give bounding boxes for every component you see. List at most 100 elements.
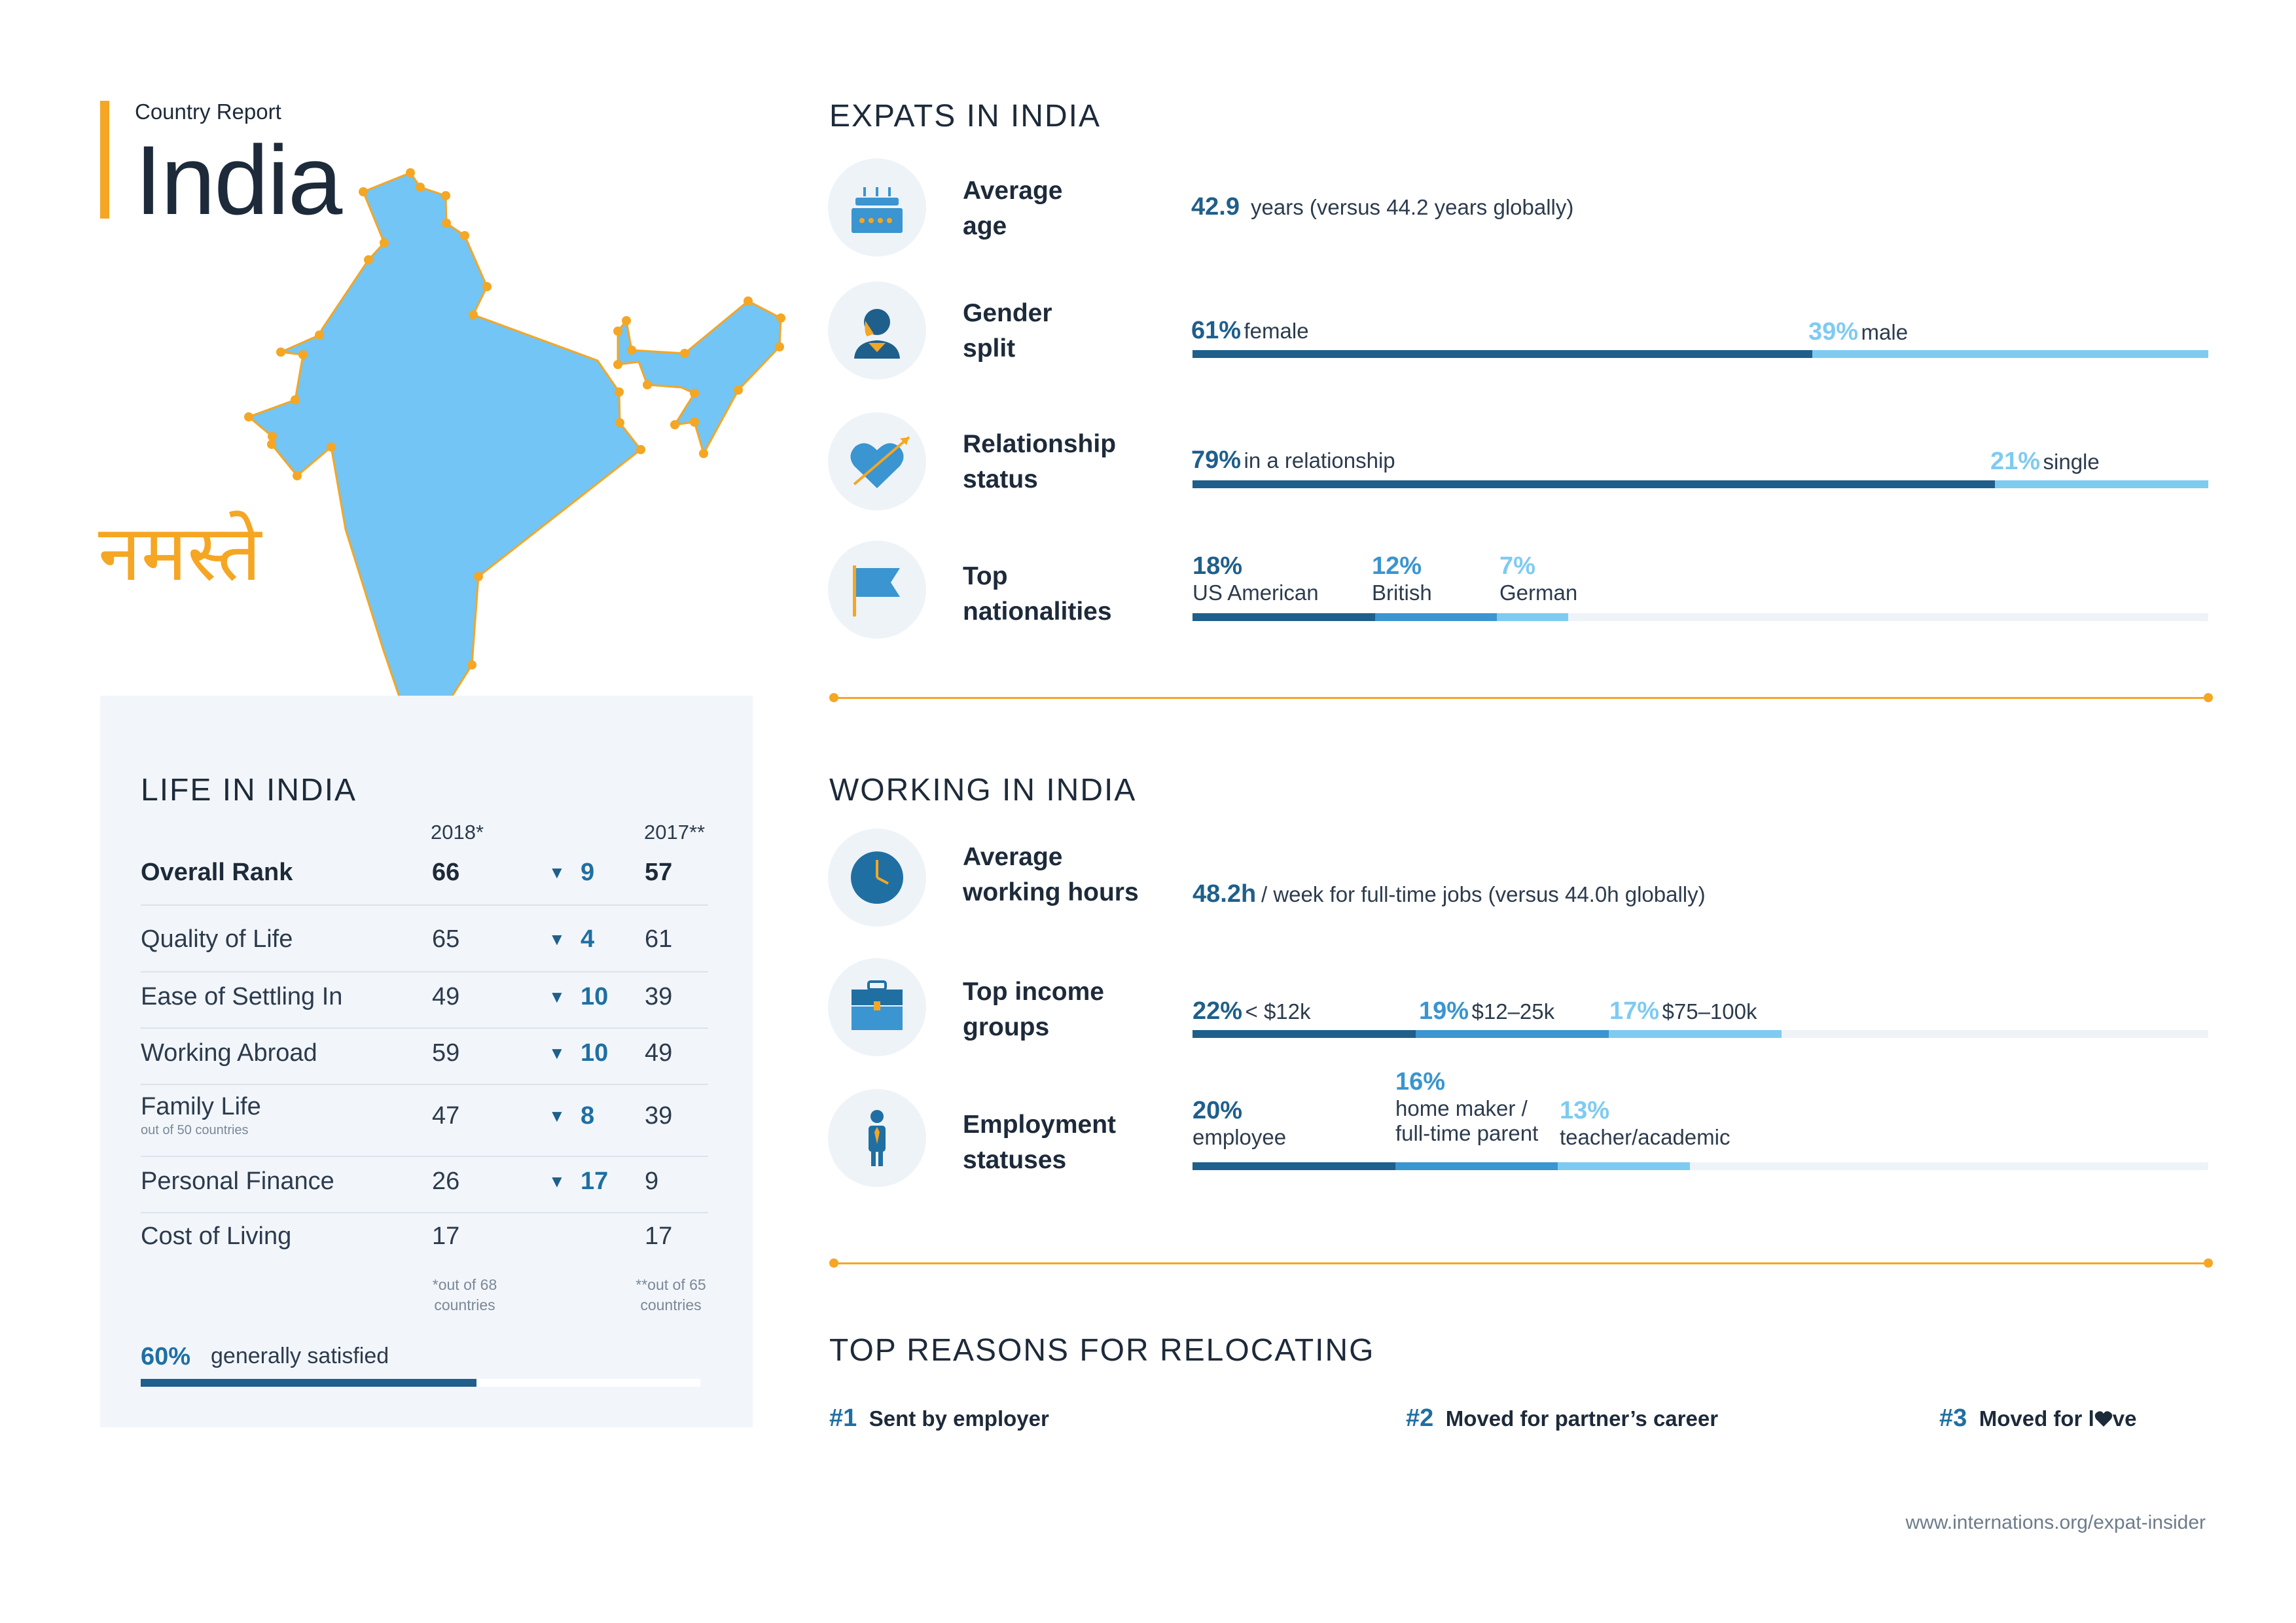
col-2018-header: 2018* bbox=[431, 821, 484, 844]
section-divider bbox=[834, 1262, 2208, 1264]
rank-2017: 9 bbox=[645, 1168, 659, 1195]
gender-male-label: 39% male bbox=[1808, 318, 1908, 346]
relationship-label: Relationship status bbox=[963, 427, 1116, 497]
employment-pct: 13% bbox=[1560, 1097, 1610, 1124]
employment-bar-1 bbox=[1193, 1162, 1395, 1170]
down-triangle-icon: ▼ bbox=[548, 1043, 565, 1063]
employment-label: Employment statuses bbox=[963, 1107, 1116, 1178]
rank-change: 10 bbox=[581, 1039, 609, 1067]
relationship-single-label: 21% single bbox=[1990, 448, 2100, 476]
satisfied-label: generally satisfied bbox=[211, 1344, 389, 1368]
hours-label: Average working hours bbox=[963, 840, 1139, 910]
rank-2018: 66 bbox=[432, 859, 460, 886]
single-text: single bbox=[2043, 450, 2100, 474]
nationalities-bar-german bbox=[1497, 613, 1568, 621]
rank-2018: 59 bbox=[432, 1039, 460, 1067]
income-range: $12–25k bbox=[1471, 999, 1555, 1024]
label-line: working hours bbox=[963, 878, 1139, 906]
income-pct: 17% bbox=[1609, 997, 1660, 1025]
down-triangle-icon: ▼ bbox=[548, 863, 565, 882]
income-pct: 22% bbox=[1193, 997, 1243, 1025]
nationalities-label: Top nationalities bbox=[963, 559, 1112, 630]
life-in-india-panel bbox=[100, 696, 753, 1427]
label-line: Relationship bbox=[963, 430, 1117, 458]
northeast-map-shape bbox=[617, 300, 782, 455]
label-line: Employment bbox=[963, 1111, 1117, 1139]
income-bar-2 bbox=[1416, 1030, 1609, 1038]
employment-status-3: 13% teacher/academic bbox=[1560, 1097, 1730, 1150]
rank-label: Cost of Living bbox=[141, 1222, 292, 1250]
map-border-dots bbox=[244, 168, 785, 726]
rank-2018: 26 bbox=[432, 1168, 460, 1195]
label-line: Gender bbox=[963, 299, 1052, 327]
nationality-pct: 12% bbox=[1372, 552, 1422, 580]
rank-row-cost-of-living: Cost of Living 17 17 bbox=[141, 1213, 708, 1268]
relationship-bar-single bbox=[1995, 480, 2208, 488]
rank-2017: 61 bbox=[645, 925, 673, 953]
female-pct: 61% bbox=[1191, 317, 1242, 344]
nationality-german: 7% German bbox=[1499, 552, 1577, 605]
rank-row-quality-of-life: Quality of Life 65 ▼ 4 61 bbox=[141, 915, 708, 972]
label-line: Top bbox=[963, 562, 1008, 590]
flag-icon bbox=[828, 541, 926, 639]
label-line: nationalities bbox=[963, 597, 1112, 626]
label-line: status bbox=[963, 465, 1038, 493]
divider-dot bbox=[2204, 693, 2213, 702]
satisfied-bar-fill bbox=[141, 1379, 476, 1387]
nationalities-bar-us bbox=[1193, 613, 1375, 621]
single-pct: 21% bbox=[1990, 448, 2041, 475]
rank-2017: 57 bbox=[645, 859, 673, 886]
employment-pct: 16% bbox=[1395, 1068, 1446, 1096]
rank-label: Family Life bbox=[141, 1093, 261, 1120]
satisfied-pct: 60% bbox=[141, 1343, 191, 1370]
gender-label: Gender split bbox=[963, 296, 1052, 366]
clock-icon bbox=[828, 829, 926, 927]
gender-bar-male bbox=[1812, 350, 2208, 358]
heart-icon bbox=[2094, 1411, 2113, 1427]
male-text: male bbox=[1861, 320, 1909, 344]
employment-text: full-time parent bbox=[1395, 1121, 1539, 1145]
relationship-in-label: 79% in a relationship bbox=[1191, 446, 1395, 474]
reason-item-3: #3 Moved for l ve bbox=[1939, 1404, 2136, 1433]
income-group-3: 17% $75–100k bbox=[1609, 997, 1757, 1026]
label-line: split bbox=[963, 334, 1016, 363]
reason-text-end: ve bbox=[2112, 1406, 2137, 1431]
nationality-name: German bbox=[1499, 580, 1578, 605]
footnote-line: countries bbox=[640, 1296, 702, 1314]
income-group-2: 19% $12–25k bbox=[1419, 997, 1554, 1026]
income-range: < $12k bbox=[1245, 999, 1311, 1024]
label-line: Average bbox=[963, 177, 1063, 205]
footnote-2018: *out of 68 countries bbox=[419, 1275, 511, 1315]
nationality-british: 12% British bbox=[1372, 552, 1432, 605]
reasons-section-title: TOP REASONS FOR RELOCATING bbox=[829, 1333, 1375, 1368]
report-label: Country Report bbox=[135, 99, 281, 124]
hours-value: 48.2h bbox=[1193, 880, 1257, 908]
rank-change: 4 bbox=[581, 925, 595, 953]
footnote-line: countries bbox=[434, 1296, 495, 1314]
reason-text: Moved for partner’s career bbox=[1445, 1406, 1719, 1431]
rank-row-family-life: Family Life out of 50 countries 47 ▼ 8 3… bbox=[141, 1085, 708, 1157]
employment-text: teacher/academic bbox=[1560, 1125, 1731, 1149]
rank-row-ease-of-settling-in: Ease of Settling In 49 ▼ 10 39 bbox=[141, 972, 708, 1029]
reason-text: Sent by employer bbox=[869, 1406, 1049, 1431]
rank-2018: 17 bbox=[432, 1222, 460, 1250]
down-triangle-icon: ▼ bbox=[548, 929, 565, 949]
reason-item-1: #1 Sent by employer bbox=[829, 1404, 1049, 1433]
employment-text: home maker / bbox=[1395, 1096, 1528, 1120]
divider-dot bbox=[829, 1258, 838, 1268]
rank-label: Working Abroad bbox=[141, 1039, 317, 1067]
col-2017-header: 2017** bbox=[644, 821, 706, 844]
reason-rank: #2 bbox=[1406, 1404, 1434, 1432]
rank-row-personal-finance: Personal Finance 26 ▼ 17 9 bbox=[141, 1157, 708, 1213]
label-line: statuses bbox=[963, 1146, 1067, 1174]
nationality-pct: 7% bbox=[1499, 552, 1535, 580]
rank-change: 8 bbox=[581, 1102, 595, 1130]
relationship-bar-in bbox=[1193, 480, 1995, 488]
expats-section-title: EXPATS IN INDIA bbox=[829, 99, 1101, 134]
rank-sublabel: out of 50 countries bbox=[141, 1123, 249, 1137]
label-line: Top income bbox=[963, 978, 1104, 1006]
rank-2017: 17 bbox=[645, 1222, 673, 1250]
rank-row-working-abroad: Working Abroad 59 ▼ 10 49 bbox=[141, 1029, 708, 1085]
down-triangle-icon: ▼ bbox=[548, 1106, 565, 1126]
label-line: groups bbox=[963, 1013, 1050, 1041]
